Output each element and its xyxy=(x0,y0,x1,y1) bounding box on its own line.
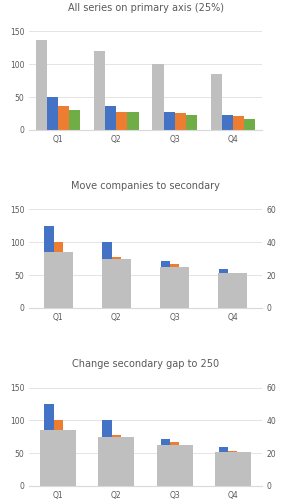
Bar xyxy=(233,116,244,130)
Bar xyxy=(94,51,105,130)
Bar xyxy=(211,74,222,130)
Bar xyxy=(63,430,72,486)
Bar xyxy=(127,112,139,130)
Bar xyxy=(179,446,189,486)
Bar xyxy=(222,115,233,130)
Bar xyxy=(164,112,175,130)
Bar xyxy=(98,437,134,486)
Bar xyxy=(228,451,237,486)
Bar xyxy=(160,267,189,308)
Bar xyxy=(218,274,247,308)
Bar xyxy=(170,264,179,308)
Bar xyxy=(157,445,193,486)
Bar xyxy=(44,404,54,486)
Bar xyxy=(102,420,112,486)
Bar xyxy=(112,435,121,486)
Bar xyxy=(58,106,69,130)
Bar xyxy=(237,454,247,486)
Bar xyxy=(161,261,170,308)
Bar xyxy=(228,273,237,308)
Title: All series on primary axis (25%): All series on primary axis (25%) xyxy=(68,3,223,13)
Bar xyxy=(186,115,197,130)
Bar xyxy=(215,451,251,486)
Bar xyxy=(175,114,186,130)
Bar xyxy=(161,439,170,486)
Bar xyxy=(112,257,121,308)
Bar xyxy=(244,119,255,130)
Bar xyxy=(152,64,164,130)
Bar xyxy=(69,110,80,130)
Bar xyxy=(237,277,247,308)
Bar xyxy=(54,242,63,308)
Bar xyxy=(116,112,127,130)
Bar xyxy=(63,252,72,308)
Bar xyxy=(40,430,76,486)
Bar xyxy=(44,252,73,308)
Bar xyxy=(219,446,228,486)
Bar xyxy=(102,259,131,308)
Bar xyxy=(102,242,112,308)
Bar xyxy=(219,269,228,308)
Title: Move companies to secondary: Move companies to secondary xyxy=(71,181,220,191)
Bar xyxy=(36,40,47,130)
Title: Change secondary gap to 250: Change secondary gap to 250 xyxy=(72,359,219,369)
Bar xyxy=(54,420,63,486)
Bar xyxy=(121,261,130,308)
Bar xyxy=(44,226,54,308)
Bar xyxy=(179,269,189,308)
Bar xyxy=(105,106,116,130)
Bar xyxy=(170,442,179,486)
Bar xyxy=(47,97,58,130)
Bar xyxy=(121,439,130,486)
